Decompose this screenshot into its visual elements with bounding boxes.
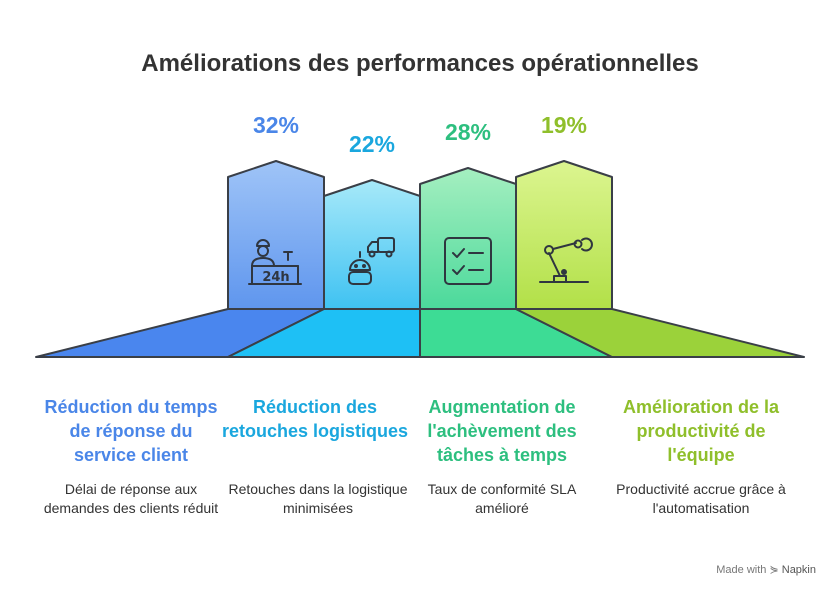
column-description-3: Taux de conformité SLA amélioré: [427, 481, 577, 516]
column-heading-3: Augmentation de l'achèvement des tâches …: [427, 397, 577, 465]
column-heading-2: Réduction des retouches logistiques: [221, 397, 409, 441]
column-heading-4: Amélioration de la productivité de l'équ…: [622, 397, 780, 465]
column-description-1: Délai de réponse aux demandes des client…: [43, 481, 219, 516]
checklist-icon: [444, 237, 492, 285]
bar-1: [227, 160, 325, 310]
page-title: Améliorations des performances opération…: [141, 50, 699, 77]
bar-2: [323, 179, 421, 310]
percent-label-3: 28%: [444, 119, 492, 145]
napkin-brand: Napkin: [781, 564, 816, 576]
napkin-logo-icon: ⋟: [769, 564, 779, 576]
percent-label-4: 19%: [540, 112, 588, 138]
column-description-4: Productivité accrue grâce à l'automatisa…: [616, 481, 786, 516]
column-description-2: Retouches dans la logistique minimisées: [228, 481, 408, 516]
footer-credit: Made with ⋟ Napkin: [716, 563, 816, 576]
icon-24h-glyph: 24h: [262, 270, 289, 285]
robotic-arm-icon: [539, 237, 593, 283]
made-with-label: Made with: [716, 564, 767, 576]
percent-label-1: 32%: [252, 112, 300, 138]
percent-label-2: 22%: [348, 131, 396, 157]
delivery-robot-icon: [348, 237, 395, 285]
bar-4: [515, 160, 613, 310]
customer-service-24h-icon: [248, 239, 302, 285]
column-heading-1: Réduction du temps de réponse du service…: [44, 397, 218, 465]
